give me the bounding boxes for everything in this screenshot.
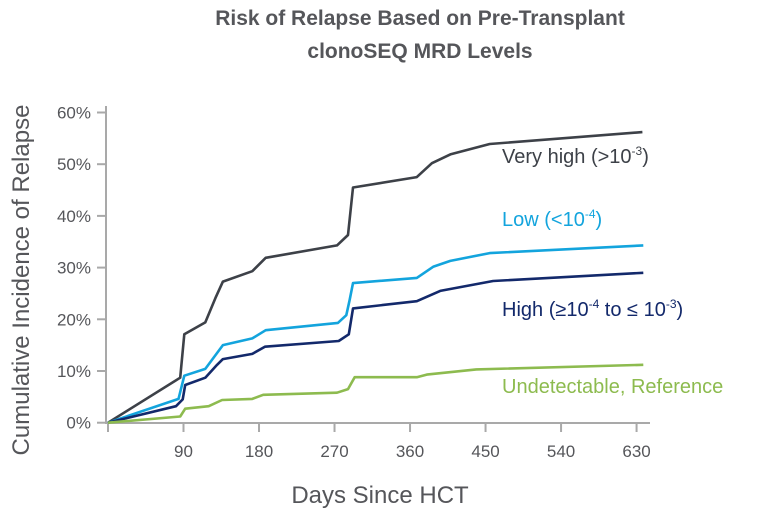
- x-tick-label: 270: [320, 442, 348, 461]
- legend-superscript: -4: [584, 207, 596, 221]
- legend-undetectable: Undetectable, Reference: [502, 376, 723, 399]
- series-lines: [107, 130, 644, 424]
- x-tick-label: 630: [622, 442, 650, 461]
- y-tick-label: 50%: [57, 155, 91, 174]
- y-tick-label: 0%: [66, 414, 91, 433]
- legend-low: Low (<10-4): [502, 207, 603, 232]
- x-tick-label: 90: [174, 442, 193, 461]
- series-line-1: [107, 244, 644, 424]
- legend-high: High (≥10-4 to ≤ 10-3): [502, 297, 684, 322]
- y-tick-label: 40%: [57, 207, 91, 226]
- legend-superscript: -3: [665, 297, 677, 311]
- chart-title-line-1: Risk of Relapse Based on Pre-Transplant: [215, 7, 625, 30]
- y-tick-label: 20%: [57, 310, 91, 329]
- axes: 0% 10% 20% 30% 40% 50% 60% 90 180 270 360 450 540 630: [57, 104, 651, 462]
- y-axis-label: Cumulative Incidence of Relapse: [8, 104, 35, 456]
- chart-title-line-2: clonoSEQ MRD Levels: [307, 40, 533, 63]
- legend-text: to ≤ 10: [599, 299, 666, 321]
- legend-text: Undetectable, Reference: [502, 376, 724, 398]
- series-line-3: [107, 363, 644, 424]
- legend-text: High (≥10: [502, 299, 589, 321]
- legend-text: Very high (>10: [502, 146, 632, 168]
- x-tick-label: 360: [396, 442, 424, 461]
- x-axis-label: Days Since HCT: [291, 482, 469, 509]
- y-tick-label: 30%: [57, 259, 91, 278]
- legend-superscript: -4: [588, 297, 600, 311]
- x-tick-label: 450: [471, 442, 499, 461]
- legend-text: ): [595, 209, 603, 231]
- y-tick-label: 60%: [57, 104, 91, 123]
- legend-superscript: -3: [631, 144, 643, 158]
- series-line-2: [107, 271, 644, 424]
- legend-very-high: Very high (>10-3): [502, 144, 649, 169]
- legend-text: ): [642, 146, 649, 168]
- y-tick-label: 10%: [57, 362, 91, 381]
- series-line-0: [107, 130, 643, 424]
- legend-text: ): [676, 299, 684, 321]
- legend-text: Low (<10: [502, 209, 585, 231]
- x-tick-label: 180: [245, 442, 273, 461]
- x-tick-label: 540: [547, 442, 575, 461]
